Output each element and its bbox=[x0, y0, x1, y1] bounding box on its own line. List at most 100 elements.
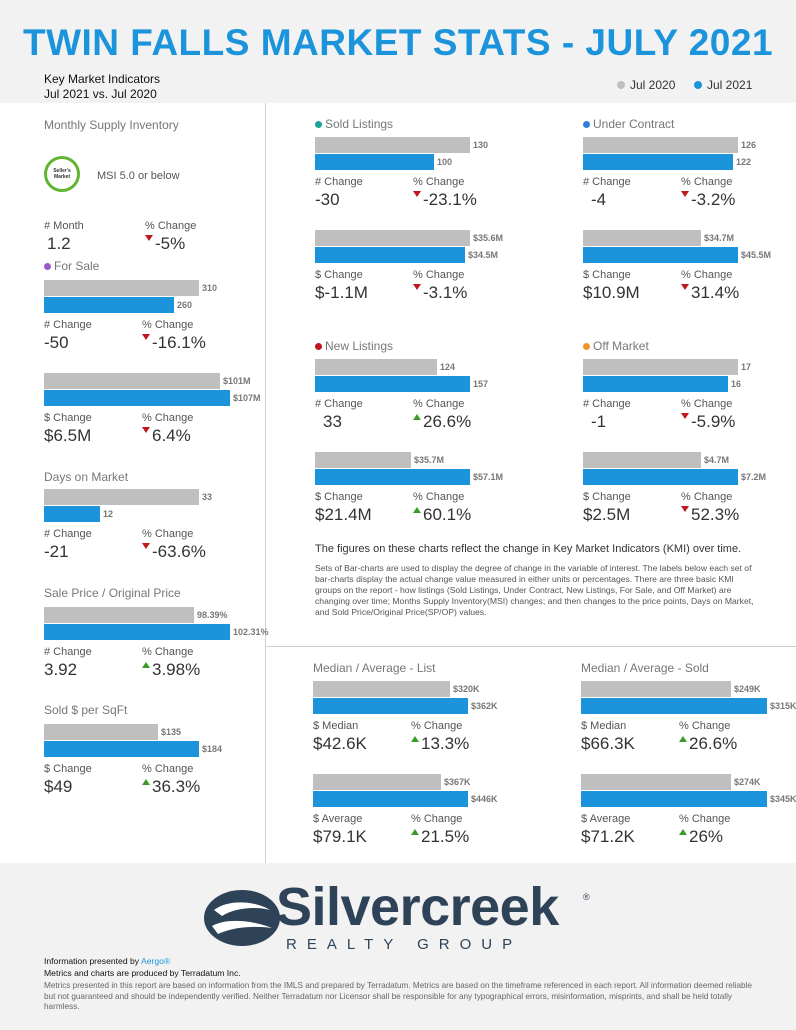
legend-dot-current bbox=[694, 81, 702, 89]
sold-prices-median-bar-label-current: $315K bbox=[770, 701, 796, 711]
sold-listings-count-bar-current bbox=[315, 154, 434, 170]
sold-prices-average-label-b: % Change bbox=[679, 813, 731, 825]
off-market-volume-bar-prior bbox=[583, 452, 701, 468]
under-contract-count-label-a: # Change bbox=[583, 176, 631, 188]
footer bbox=[0, 863, 796, 1030]
off-market-count-value-a: -1 bbox=[591, 412, 607, 431]
off-market-count-bar-prior bbox=[583, 359, 738, 375]
sold-listings-count-value-b: -23.1% bbox=[413, 190, 477, 210]
list-prices-median-label-a: $ Median bbox=[313, 720, 359, 732]
down-arrow-icon bbox=[142, 427, 150, 433]
down-arrow-icon bbox=[413, 191, 421, 197]
under-contract-count-bar-current bbox=[583, 154, 733, 170]
kmi-explanation-body: Sets of Bar-charts are used to display t… bbox=[315, 563, 754, 617]
subtitle-kmi: Key Market Indicators bbox=[44, 72, 161, 86]
for-sale-volume-bar-label-prior: $101M bbox=[223, 376, 251, 386]
list-prices-average-bar-label-current: $446K bbox=[471, 794, 498, 804]
sold-prices-median-label-b: % Change bbox=[679, 720, 731, 732]
new-listings-count-bar-label-current: 157 bbox=[473, 379, 489, 389]
under-contract-count-bar-label-current: 122 bbox=[736, 157, 752, 167]
new-listings-volume-bar-label-current: $57.1M bbox=[473, 472, 504, 482]
sold-per-sqft-value-a: $49 bbox=[44, 777, 73, 796]
sale-price-ratio-bar-prior bbox=[44, 607, 194, 623]
list-prices-average-bar-current bbox=[313, 791, 468, 807]
under-contract-count-value-b: -3.2% bbox=[681, 190, 735, 210]
sold-listings-volume-label-a: $ Change bbox=[315, 269, 363, 281]
off-market-volume-bar-label-prior: $4.7M bbox=[704, 455, 730, 465]
sold-per-sqft-bar-label-current: $184 bbox=[202, 744, 223, 754]
days-on-market-bar-label-prior: 33 bbox=[202, 492, 213, 502]
new-listings-count-bar-current bbox=[315, 376, 470, 392]
sold-per-sqft-label-a: $ Change bbox=[44, 763, 92, 775]
sold-listings-volume-bar-label-prior: $35.6M bbox=[473, 233, 504, 243]
column-divider bbox=[265, 103, 266, 863]
sold-prices-average-value-a: $71.2K bbox=[581, 827, 635, 846]
new-listings-volume-value-b: 60.1% bbox=[413, 505, 471, 525]
sold-prices-median-bar-prior bbox=[581, 681, 731, 697]
up-arrow-icon bbox=[142, 779, 150, 785]
down-arrow-icon bbox=[142, 543, 150, 549]
sold-listings-count-bar-label-current: 100 bbox=[437, 157, 453, 167]
new-listings-volume-label-a: $ Change bbox=[315, 491, 363, 503]
down-arrow-icon bbox=[681, 284, 689, 290]
sold-prices-average-label-a: $ Average bbox=[581, 813, 631, 825]
sold-prices-median-title: Median / Average - Sold bbox=[581, 661, 709, 675]
off-market-count-bar-label-current: 16 bbox=[731, 379, 742, 389]
sold-prices-median-bar-current bbox=[581, 698, 767, 714]
days-on-market-label-b: % Change bbox=[142, 528, 194, 540]
list-prices-median-title: Median / Average - List bbox=[313, 661, 436, 675]
sale-price-ratio-value-b: 3.98% bbox=[142, 660, 200, 680]
section-dot-icon bbox=[44, 262, 51, 270]
off-market-volume-value-a: $2.5M bbox=[583, 505, 631, 524]
sold-prices-median-value-b: 26.6% bbox=[679, 734, 737, 754]
for-sale-volume-label-a: $ Change bbox=[44, 412, 92, 424]
days-on-market-title: Days on Market bbox=[44, 470, 129, 484]
off-market-count-label-a: # Change bbox=[583, 398, 631, 410]
list-prices-median-value-a: $42.6K bbox=[313, 734, 367, 753]
aergo-link[interactable]: Aergo® bbox=[140, 956, 171, 966]
up-arrow-icon bbox=[413, 414, 421, 420]
section-dot-icon bbox=[583, 120, 590, 128]
presented-by: Information presented by Aergo® bbox=[44, 956, 171, 966]
sold-listings-volume-label-b: % Change bbox=[413, 269, 465, 281]
new-listings-count-label-b: % Change bbox=[413, 398, 465, 410]
logo-wordmark: Silvercreek bbox=[276, 877, 559, 937]
legend-label-prior: Jul 2020 bbox=[630, 78, 676, 92]
under-contract-volume-bar-label-prior: $34.7M bbox=[704, 233, 735, 243]
days-on-market-bar-current bbox=[44, 506, 100, 522]
off-market-count-value-b: -5.9% bbox=[681, 412, 735, 432]
off-market-count-bar-label-prior: 17 bbox=[741, 362, 752, 372]
under-contract-volume-bar-label-current: $45.5M bbox=[741, 250, 772, 260]
up-arrow-icon bbox=[411, 829, 419, 835]
for-sale-count-value-a: -50 bbox=[44, 333, 69, 352]
subtitle-period: Jul 2021 vs. Jul 2020 bbox=[44, 87, 157, 101]
up-arrow-icon bbox=[679, 736, 687, 742]
for-sale-count-bar-label-prior: 310 bbox=[202, 283, 218, 293]
sold-per-sqft-label-b: % Change bbox=[142, 763, 194, 775]
disclaimer: Metrics presented in this report are bas… bbox=[44, 981, 752, 1011]
up-arrow-icon bbox=[679, 829, 687, 835]
under-contract-count-value-a: -4 bbox=[591, 190, 607, 209]
list-prices-median-bar-label-prior: $320K bbox=[453, 684, 480, 694]
logo-registered-mark: ® bbox=[583, 892, 590, 902]
sold-listings-count-bar-label-prior: 130 bbox=[473, 140, 489, 150]
days-on-market-bar-prior bbox=[44, 489, 199, 505]
header bbox=[0, 0, 796, 103]
off-market-count-title: Off Market bbox=[583, 339, 649, 353]
down-arrow-icon bbox=[142, 334, 150, 340]
sold-listings-volume-bar-label-current: $34.5M bbox=[468, 250, 499, 260]
section-dot-icon bbox=[583, 342, 590, 350]
legend-dot-prior bbox=[617, 81, 625, 89]
up-arrow-icon bbox=[142, 662, 150, 668]
for-sale-volume-value-a: $6.5M bbox=[44, 426, 92, 445]
section-dot-icon bbox=[315, 120, 322, 128]
off-market-count-label-b: % Change bbox=[681, 398, 733, 410]
sold-prices-average-bar-current bbox=[581, 791, 767, 807]
for-sale-count-label-a: # Change bbox=[44, 319, 92, 331]
under-contract-count-label-b: % Change bbox=[681, 176, 733, 188]
list-prices-median-bar-current bbox=[313, 698, 468, 714]
msi-value-a: 1.2 bbox=[47, 234, 71, 253]
logo-subtitle: REALTY GROUP bbox=[286, 936, 523, 953]
for-sale-volume-bar-prior bbox=[44, 373, 220, 389]
down-arrow-icon bbox=[145, 235, 153, 241]
